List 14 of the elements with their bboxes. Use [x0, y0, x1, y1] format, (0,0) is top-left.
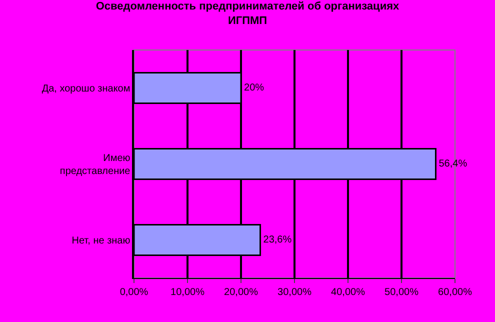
x-tick-label: 50,00% — [384, 287, 419, 298]
data-label: 23,6% — [263, 234, 292, 246]
x-tick-label: 30,00% — [278, 287, 312, 298]
data-label: 56,4% — [438, 158, 468, 170]
x-tick-label: 20,00% — [224, 287, 258, 298]
x-tick-label: 40,00% — [331, 287, 366, 298]
x-tick-label: 0,00% — [120, 287, 148, 298]
y-tick-label: Имею представление — [60, 153, 131, 177]
x-tick-label: 60,00% — [438, 287, 472, 298]
data-label: 20% — [244, 82, 264, 94]
y-tick-label: Да, хорошо знаком — [42, 84, 130, 94]
y-tick-label: Нет, не знаю — [72, 236, 131, 246]
chart-title: Осведомленность предпринимателей об организациях ИГПМП — [96, 0, 400, 27]
x-tick-label: 10,00% — [170, 287, 205, 298]
